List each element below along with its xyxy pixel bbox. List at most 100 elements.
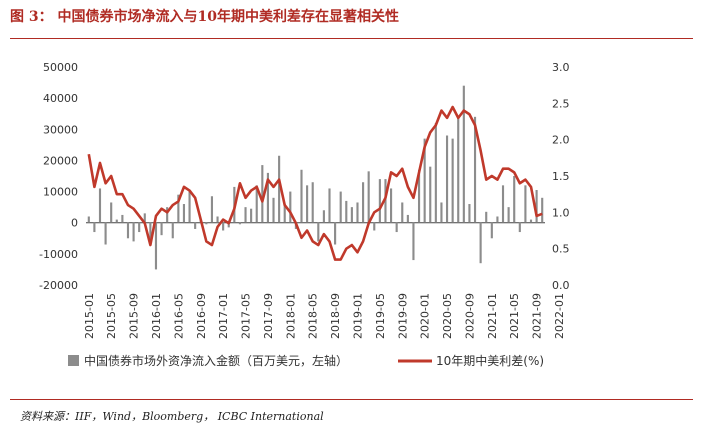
bar <box>306 185 309 223</box>
bar <box>115 219 118 223</box>
bar <box>429 166 432 223</box>
bar <box>367 171 370 223</box>
bar <box>485 211 488 223</box>
bar <box>451 138 454 223</box>
bar <box>138 222 141 233</box>
legend-bar-swatch <box>68 355 79 366</box>
x-tick-label: 2016-05 <box>172 293 185 339</box>
bar <box>339 191 342 223</box>
bar <box>250 208 253 223</box>
bar <box>501 185 505 223</box>
bar <box>434 123 437 223</box>
legend-bar-label: 中国债券市场外资净流入金额（百万美元，左轴） <box>84 353 348 368</box>
bar <box>468 204 471 223</box>
bar <box>350 207 353 223</box>
bar <box>490 222 493 239</box>
bar <box>244 207 247 223</box>
bar <box>87 216 90 223</box>
y-right-tick-label: 1.0 <box>552 206 570 219</box>
bar <box>423 138 426 223</box>
bar <box>317 222 320 242</box>
x-tick-label: 2020-09 <box>463 293 476 339</box>
bar <box>110 202 113 223</box>
bar <box>283 204 286 223</box>
bar <box>417 169 421 223</box>
bar <box>322 210 325 223</box>
bar <box>362 182 365 223</box>
x-tick-label: 2016-01 <box>150 293 163 339</box>
bar <box>390 188 393 223</box>
bar <box>132 222 135 242</box>
y-left-tick-label: 30000 <box>43 123 78 136</box>
x-tick-label: 2017-01 <box>217 293 230 339</box>
y-left-tick-label: 10000 <box>43 186 78 199</box>
bar <box>205 222 208 225</box>
x-tick-label: 2021-05 <box>508 293 521 339</box>
x-tick-label: 2019-01 <box>352 293 365 339</box>
y-left-tick-label: -10000 <box>39 248 78 261</box>
bar <box>194 222 197 229</box>
x-tick-label: 2021-09 <box>531 293 544 339</box>
bar <box>384 179 387 223</box>
bar <box>300 169 303 223</box>
x-tick-label: 2015-09 <box>128 293 141 339</box>
bar <box>412 222 415 261</box>
y-right-tick-label: 0.5 <box>552 243 570 256</box>
bar <box>255 185 258 223</box>
y-right-tick-label: 0.0 <box>552 279 570 292</box>
bar <box>513 176 516 223</box>
bar <box>104 222 107 245</box>
chart: 50000 40000 30000 20000 10000 0 -10000 -20000 3.… <box>39 61 570 368</box>
y-left-tick-label: 40000 <box>43 92 78 105</box>
bar <box>149 222 152 242</box>
bar <box>261 165 264 223</box>
bar <box>529 219 533 223</box>
bar <box>210 196 214 223</box>
bar <box>216 216 219 223</box>
bar <box>93 222 96 233</box>
x-tick-label: 2020-01 <box>419 293 432 339</box>
bar <box>121 214 124 223</box>
bar <box>126 222 130 239</box>
x-tick-label: 2019-05 <box>374 293 387 339</box>
bar <box>496 216 499 223</box>
bar <box>272 197 275 223</box>
y-right-tick-label: 3.0 <box>552 61 570 74</box>
bar <box>227 222 230 228</box>
spread-line <box>87 105 543 261</box>
bar <box>166 207 169 223</box>
bar <box>518 222 521 233</box>
x-tick-label: 2021-01 <box>486 293 499 339</box>
bar <box>98 188 102 223</box>
bar <box>177 194 180 223</box>
bar <box>328 188 331 223</box>
x-tick-label: 2018-05 <box>307 293 320 339</box>
bar <box>479 222 482 264</box>
bar <box>401 202 404 223</box>
bar <box>507 207 510 223</box>
x-tick-label: 2015-01 <box>83 293 96 339</box>
x-tick-label: 2016-09 <box>195 293 208 339</box>
x-tick-label: 2015-05 <box>105 293 118 339</box>
bar <box>266 172 269 223</box>
y-right-tick-label: 1.5 <box>552 170 570 183</box>
bar <box>311 182 314 223</box>
y-left-tick-label: -20000 <box>39 279 78 292</box>
y-left-tick-label: 0 <box>71 217 78 230</box>
bar <box>445 135 449 223</box>
x-tick-label: 2019-09 <box>396 293 409 339</box>
bar <box>278 155 281 223</box>
bar <box>440 202 443 223</box>
x-tick-label: 2022-01 <box>553 293 566 339</box>
bar <box>182 204 186 223</box>
y-left-tick-label: 50000 <box>43 61 78 74</box>
bar <box>289 191 292 223</box>
x-tick-label: 2020-05 <box>441 293 454 339</box>
top-rule <box>10 38 693 39</box>
bar <box>535 190 538 223</box>
bar <box>406 214 409 223</box>
bar <box>457 116 460 223</box>
y-right-tick-label: 2.5 <box>552 97 570 110</box>
bar <box>143 213 146 223</box>
bar <box>395 222 398 233</box>
